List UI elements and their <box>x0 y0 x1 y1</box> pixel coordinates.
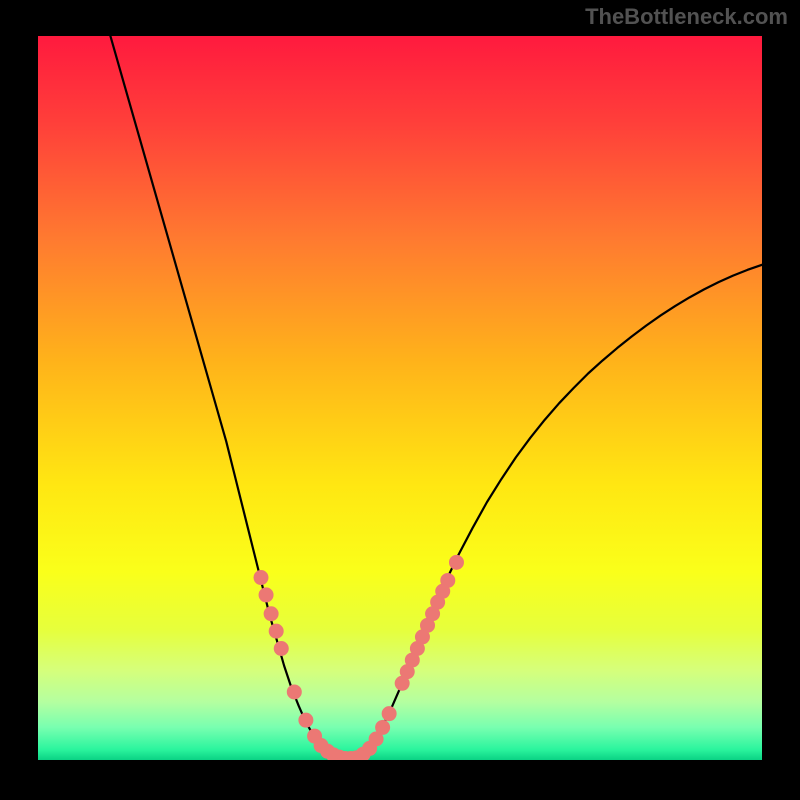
data-marker <box>254 571 268 585</box>
data-marker <box>264 607 278 621</box>
data-marker <box>449 555 463 569</box>
data-marker <box>287 685 301 699</box>
gradient-background <box>38 36 762 760</box>
data-marker <box>259 588 273 602</box>
watermark-text: TheBottleneck.com <box>585 4 788 30</box>
chart-container: TheBottleneck.com <box>0 0 800 800</box>
data-marker <box>382 707 396 721</box>
data-marker <box>299 713 313 727</box>
data-marker <box>376 720 390 734</box>
chart-svg <box>38 36 762 760</box>
data-marker <box>269 624 283 638</box>
data-marker <box>441 573 455 587</box>
data-marker <box>274 642 288 656</box>
plot-area <box>38 36 762 760</box>
